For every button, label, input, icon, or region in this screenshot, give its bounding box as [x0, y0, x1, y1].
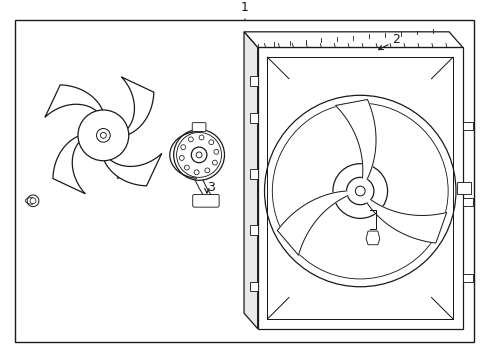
FancyBboxPatch shape — [192, 194, 219, 207]
Text: 1: 1 — [241, 1, 248, 14]
Polygon shape — [45, 85, 103, 117]
Bar — [257, 48, 462, 329]
Bar — [462, 198, 471, 206]
Text: 2: 2 — [392, 33, 400, 46]
Text: 4: 4 — [119, 166, 126, 179]
Bar — [249, 282, 257, 292]
Bar — [249, 76, 257, 86]
Polygon shape — [244, 32, 462, 48]
Bar — [249, 113, 257, 123]
Bar — [267, 57, 452, 319]
Circle shape — [27, 195, 39, 207]
Polygon shape — [103, 154, 162, 186]
Bar — [462, 122, 471, 130]
Circle shape — [78, 110, 128, 161]
Circle shape — [173, 130, 224, 180]
Bar — [456, 182, 469, 194]
Polygon shape — [277, 191, 347, 255]
Polygon shape — [53, 135, 85, 194]
FancyBboxPatch shape — [192, 123, 205, 131]
Polygon shape — [122, 77, 154, 135]
Polygon shape — [335, 99, 375, 179]
Polygon shape — [244, 32, 257, 329]
Bar — [249, 225, 257, 235]
Bar — [249, 169, 257, 179]
Text: 3: 3 — [206, 181, 214, 194]
Polygon shape — [366, 231, 379, 245]
Polygon shape — [366, 199, 446, 243]
Bar — [462, 274, 471, 282]
